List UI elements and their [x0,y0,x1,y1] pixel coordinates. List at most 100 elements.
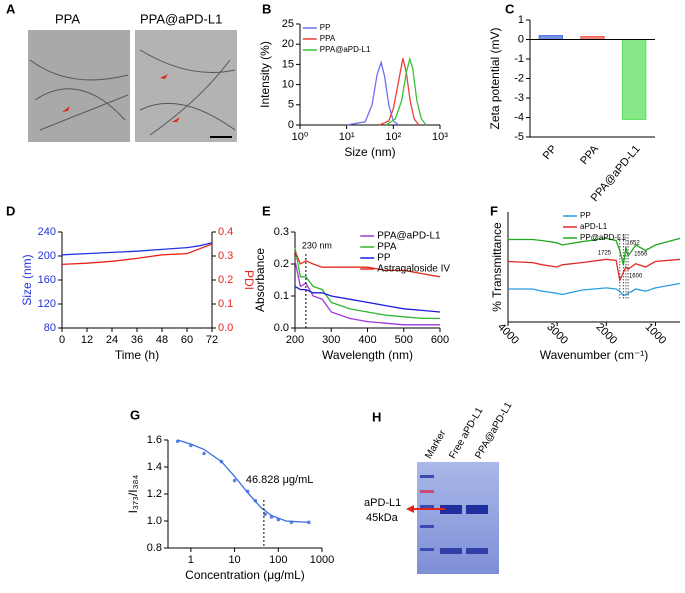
series-line [385,56,427,126]
x-tick-label: 300 [322,334,340,346]
lane-label: Marker [423,428,448,461]
y-axis-label: Intensity (%) [258,41,272,108]
y-tick-label: 0 [288,119,294,131]
panel-letter: C [505,1,515,16]
y-tick-label: -2 [514,72,524,84]
legend-label: PPA [377,242,397,253]
x-tick-label: 1 [188,554,194,566]
y-axis-label: Zeta potential (mV) [488,27,502,129]
x-tick-label: 10² [385,131,401,143]
x-tick-label: 60 [181,334,193,346]
annotation: 46.828 μg/mL [246,474,313,486]
y-tick-label: 1.6 [147,434,162,446]
y-tick-label: 1.0 [147,515,162,527]
point [232,478,237,483]
legend-label: aPD-L1 [580,222,608,231]
band-label: aPD-L1 [364,497,401,509]
y-axis-label: Size (nm) [20,254,34,305]
y-tick-label: 25 [282,18,294,30]
y-tick-label: -3 [514,92,524,104]
image-label: PPA@aPD-L1 [140,11,222,26]
arrow [406,505,414,513]
panel-letter: D [6,203,15,218]
y2-tick-label: 0.1 [218,298,233,310]
x-tick-label: 12 [81,334,93,346]
y2-tick-label: 0.0 [218,322,233,334]
series-line [61,242,213,256]
series-line [508,282,681,297]
band-label: 45kDa [366,512,399,524]
legend-label: Astragaloside IV [377,264,450,275]
fiber-texture [29,49,236,136]
point [307,520,311,525]
legend-label: PPA@aPD-L1 [377,231,441,242]
series-line [61,243,213,266]
x-axis-label: Concentration (μg/mL) [185,568,305,582]
x-tick-label: PPA [578,143,601,167]
y-axis-label: Absorbance [253,248,267,312]
x-tick-label: 2000 [593,321,619,347]
panel-letter: H [372,409,381,424]
y-tick-label: 0.2 [274,258,289,270]
panel-letter: E [262,203,271,218]
legend-label: PPA@aPD-L1 [320,45,371,54]
x-tick-label: PP [541,143,560,162]
series-line [507,258,681,283]
panel-letter: F [490,203,498,218]
peak-label: 1725 [598,250,612,256]
x-tick-label: 500 [395,334,413,346]
x-tick-label: 10³ [432,131,448,143]
y2-tick-label: 0.2 [218,274,233,286]
series-line [294,250,441,278]
x-tick-label: 4000 [495,321,521,347]
series-line [508,237,681,265]
y-tick-label: 1.4 [147,461,162,473]
x-tick-label: 400 [358,334,376,346]
y-tick-label: 0.1 [274,290,289,302]
y-tick-label: 0.8 [147,542,162,554]
y-tick-label: 5 [288,99,294,111]
x-axis-label: Time (h) [115,348,159,362]
legend-label: PP [377,253,391,264]
y2-axis-label: PDI [242,270,256,290]
y-tick-label: 20 [282,38,294,50]
series-line [294,247,440,320]
x-tick-label: 1000 [643,321,669,347]
series-line [379,58,420,126]
series-line [177,439,309,524]
series-line [346,60,400,126]
x-axis-label: Wavelength (nm) [322,348,413,362]
y-tick-label: -1 [514,53,524,65]
legend-label: PP@aPD-L1 [580,233,626,242]
bar [538,35,564,40]
y2-tick-label: 0.4 [218,226,233,238]
x-axis-label: Size (nm) [344,145,395,159]
peak-label: 1600 [629,273,643,279]
arrow [62,74,180,122]
x-tick-label: 100 [269,554,287,566]
y-tick-label: 120 [38,298,56,310]
y-tick-label: 240 [38,226,56,238]
panel-letter: B [262,1,271,16]
peak-label: 1556 [634,251,648,257]
gel-bands [420,475,488,554]
series-line [294,285,441,313]
panel-letter: A [6,1,16,16]
x-tick-label: 1000 [310,554,334,566]
y-tick-label: 0.3 [274,226,289,238]
x-tick-label: 200 [286,334,304,346]
y-axis-label: % Transmittance [490,222,504,312]
x-tick-label: 0 [59,334,65,346]
y-tick-label: 1.2 [147,488,162,500]
panel-letter: G [130,407,140,422]
x-tick-label: 600 [431,334,449,346]
x-tick-label: 36 [131,334,143,346]
x-tick-label: 10⁰ [292,131,309,143]
y-axis-label: I₃₇₃/I₃₈₄ [126,475,140,514]
x-tick-label: 48 [156,334,168,346]
legend-label: PP [320,23,331,32]
y-tick-label: -5 [514,131,524,143]
y-tick-label: 15 [282,58,294,70]
legend-label: PP [580,211,591,220]
